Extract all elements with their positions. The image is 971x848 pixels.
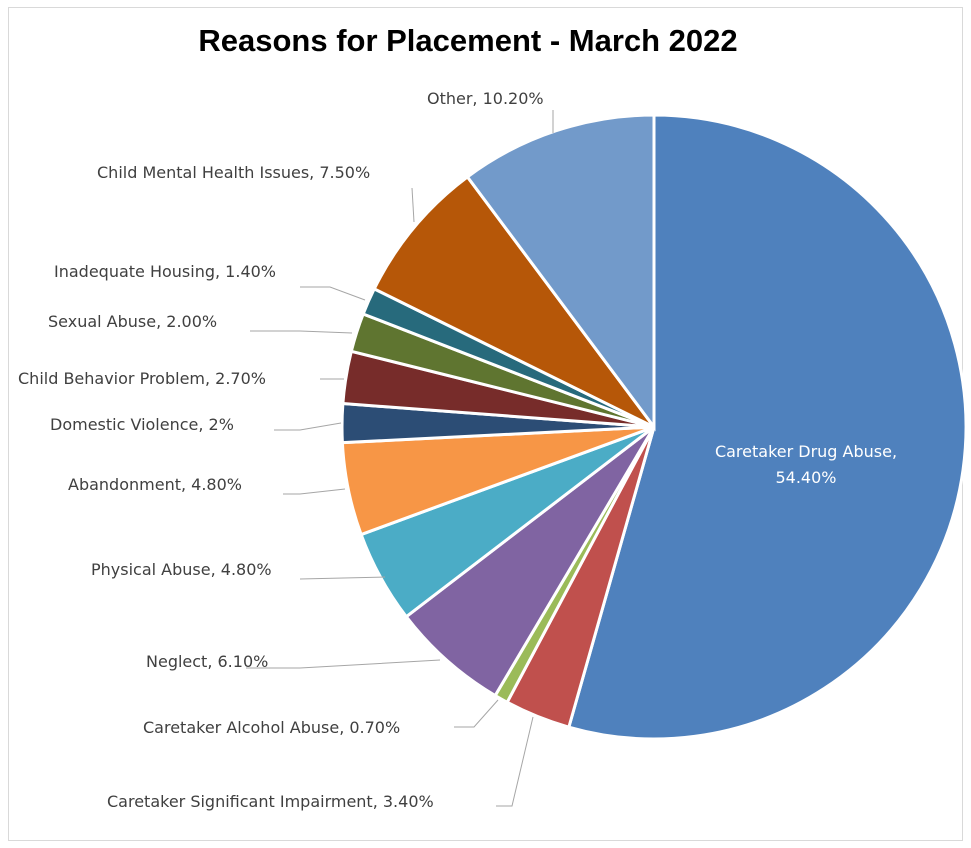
data-label-physical-abuse: Physical Abuse, 4.80% xyxy=(91,560,272,579)
leader-line-sexual-abuse xyxy=(250,330,353,334)
slice-other xyxy=(465,113,656,432)
chart-title: Reasons for Placement - March 2022 xyxy=(198,23,737,58)
data-label-sexual-abuse: Sexual Abuse, 2.00% xyxy=(48,312,217,331)
leader-line-caretaker-significant-impairment xyxy=(496,716,534,807)
data-label-caretaker-significant-impairment: Caretaker Significant Impairment, 3.40% xyxy=(107,792,434,811)
data-label-other: Other, 10.20% xyxy=(427,89,544,108)
leader-line-abandonment xyxy=(283,488,346,495)
leader-line-child-mental-health-issues xyxy=(411,187,415,223)
leader-line-caretaker-alcohol-abuse xyxy=(454,699,499,728)
data-label-child-behavior-problem: Child Behavior Problem, 2.70% xyxy=(18,369,266,388)
data-label-abandonment: Abandonment, 4.80% xyxy=(68,475,242,494)
leader-line-inadequate-housing xyxy=(300,286,366,301)
data-label-domestic-violence: Domestic Violence, 2% xyxy=(50,415,234,434)
data-label-inadequate-housing: Inadequate Housing, 1.40% xyxy=(54,262,276,281)
data-label-caretaker-drug-abuse: Caretaker Drug Abuse, 54.40% xyxy=(715,442,897,487)
slice-neglect xyxy=(404,425,656,698)
leader-line-physical-abuse xyxy=(299,576,386,580)
data-label-child-mental-health-issues: Child Mental Health Issues, 7.50% xyxy=(97,163,370,182)
data-label-caretaker-alcohol-abuse: Caretaker Alcohol Abuse, 0.70% xyxy=(143,718,400,737)
leader-line-neglect xyxy=(246,659,441,669)
leader-line-domestic-violence xyxy=(274,422,342,431)
slice-caretaker-drug-abuse xyxy=(566,113,968,741)
data-label-line2: 54.40% xyxy=(775,468,836,487)
data-label-line1: Caretaker Drug Abuse, xyxy=(715,442,897,461)
data-label-neglect: Neglect, 6.10% xyxy=(146,652,268,671)
slice-child-mental-health-issues xyxy=(372,174,656,429)
